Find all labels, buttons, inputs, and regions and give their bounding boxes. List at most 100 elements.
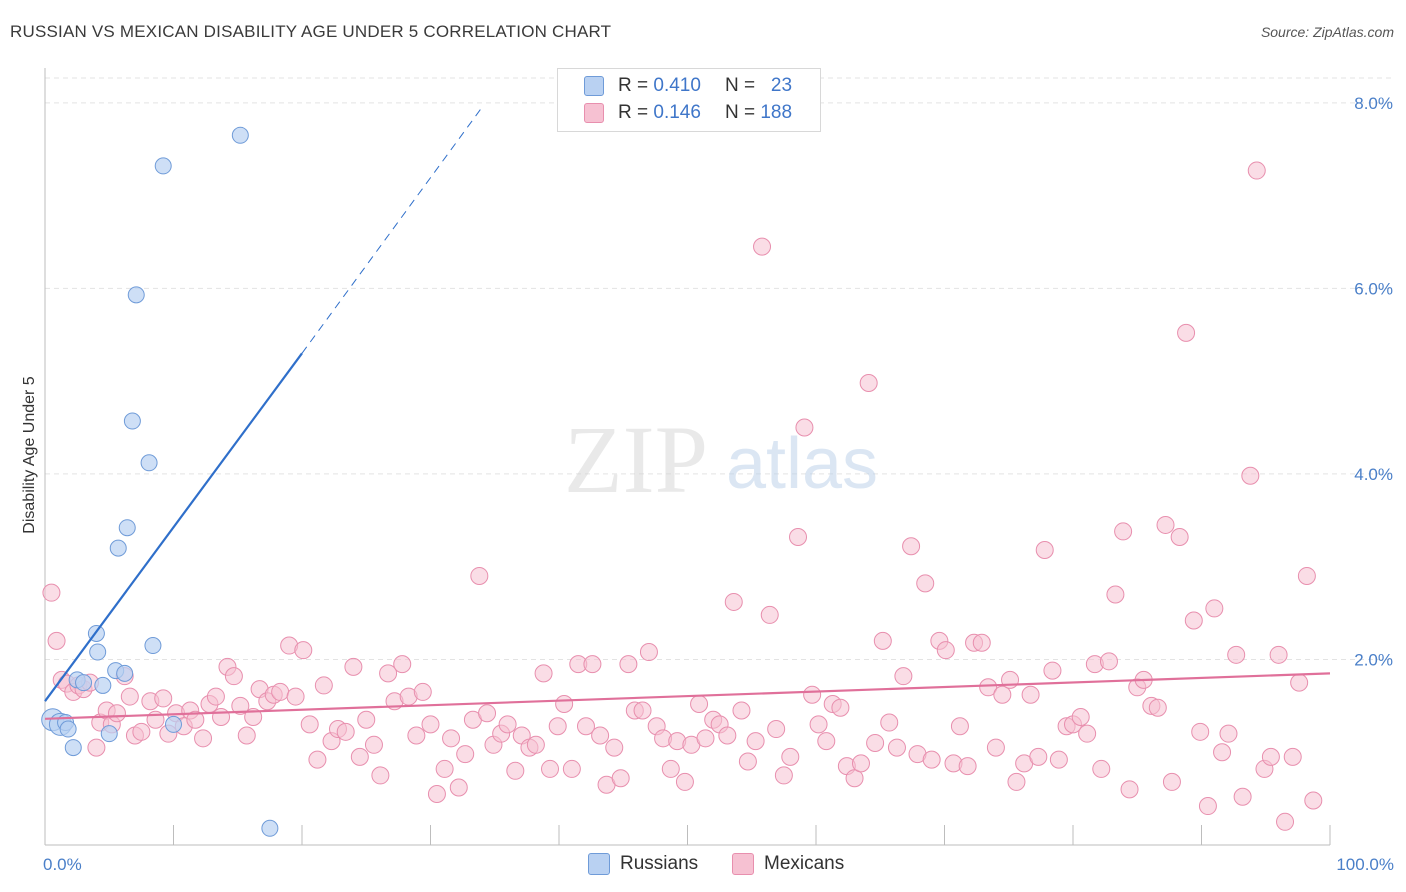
mexican-point — [936, 641, 955, 660]
legend-r-value-mexicans: 0.146 — [653, 102, 701, 123]
mexican-point — [958, 757, 977, 776]
russian-point — [64, 739, 82, 757]
mexican-point — [407, 726, 426, 745]
mexican-point — [859, 374, 878, 392]
mexicans-trend-line — [44, 672, 1331, 720]
mexican-point — [344, 657, 363, 676]
mexican-point — [1106, 585, 1125, 604]
mexican-point — [470, 566, 489, 585]
mexican-point — [413, 682, 432, 701]
mexican-point — [107, 704, 126, 723]
russian-point — [261, 819, 279, 837]
mexican-point — [690, 694, 709, 713]
russian-point — [59, 720, 77, 738]
mexican-point — [866, 733, 885, 752]
mexican-point — [1043, 661, 1062, 680]
correlation-legend: R = 0.410 N = 23 R = 0.146 N = 188 — [557, 68, 821, 132]
russian-point — [94, 676, 112, 694]
mexican-point — [1241, 466, 1260, 485]
y-tick-labels: 2.0% 4.0% 6.0% 8.0% — [1354, 94, 1393, 670]
mexican-point — [442, 729, 461, 748]
mexican-point — [541, 759, 560, 778]
russian-point — [89, 643, 107, 661]
y-axis-label: Disability Age Under 5 — [21, 376, 38, 534]
mexican-point — [1071, 707, 1090, 726]
legend-row-russians: R = 0.410 N = 23 — [584, 73, 792, 99]
mexican-point — [887, 738, 906, 757]
y-tick-label: 8.0% — [1354, 94, 1393, 113]
bottom-legend-swatch-mexicans — [732, 853, 754, 875]
mexican-point — [427, 784, 446, 803]
mexican-point — [851, 754, 870, 773]
mexican-point — [1276, 812, 1295, 831]
mexican-point — [1099, 652, 1118, 671]
mexican-point — [696, 729, 715, 748]
mexican-point — [760, 605, 779, 624]
mexican-point — [986, 738, 1005, 757]
legend-n-label: N = — [724, 102, 756, 123]
legend-n-label: N = — [724, 75, 756, 96]
mexican-point — [1198, 797, 1217, 816]
mexican-point — [393, 655, 412, 674]
mexican-point — [724, 592, 743, 611]
mexican-point — [1035, 540, 1054, 559]
russian-point — [109, 539, 127, 557]
mexican-point — [271, 682, 290, 701]
mexican-point — [746, 732, 765, 751]
mexican-point — [611, 769, 630, 788]
mexican-point — [498, 715, 517, 734]
mexican-point — [562, 759, 581, 778]
mexican-point — [421, 715, 440, 734]
legend-swatch-russians — [584, 76, 604, 96]
mexican-point — [817, 732, 836, 751]
mexican-point — [1029, 747, 1048, 766]
mexican-point — [993, 685, 1012, 704]
axes — [44, 68, 1331, 846]
mexican-point — [1177, 323, 1196, 342]
y-tick-label: 6.0% — [1354, 279, 1393, 298]
mexican-point — [308, 750, 327, 769]
russian-point — [140, 454, 158, 472]
mexican-point — [922, 750, 941, 769]
bottom-legend-mexicans: Mexicans — [732, 852, 844, 876]
mexican-point — [526, 735, 545, 754]
russian-point — [165, 715, 182, 733]
mexican-point — [449, 778, 468, 797]
mexican-point — [795, 418, 814, 437]
mexican-point — [1283, 747, 1302, 766]
chart-title: RUSSIAN VS MEXICAN DISABILITY AGE UNDER … — [10, 22, 612, 41]
mexican-point — [845, 769, 864, 788]
mexican-point — [212, 707, 231, 726]
mexican-point — [591, 726, 610, 745]
mexican-point — [1247, 161, 1266, 180]
mexican-point — [1304, 791, 1323, 810]
mexican-point — [576, 717, 595, 736]
mexican-point — [1049, 750, 1068, 769]
mexican-point — [774, 766, 793, 785]
mexican-point — [154, 689, 173, 708]
mexican-point — [1213, 743, 1232, 762]
x-tick-label-min: 0.0% — [43, 855, 82, 874]
mexican-point — [950, 717, 969, 736]
mexican-point — [633, 701, 652, 720]
mexican-point — [194, 729, 213, 748]
y-tick-label: 4.0% — [1354, 465, 1393, 484]
mexican-point — [548, 717, 567, 736]
mexican-point — [873, 631, 892, 650]
mexican-point — [506, 761, 525, 780]
mexican-point — [300, 715, 319, 734]
mexican-point — [231, 696, 250, 715]
mexican-point — [583, 655, 602, 674]
watermark-zip: ZIP — [564, 406, 708, 513]
legend-n-value-mexicans: 188 — [760, 102, 793, 123]
mexican-point — [456, 745, 475, 764]
y-tick-label: 2.0% — [1354, 650, 1393, 669]
mexican-point — [286, 687, 305, 706]
mexican-point — [1261, 747, 1280, 766]
mexican-point — [1120, 780, 1139, 799]
mexican-point — [224, 667, 243, 686]
russian-point — [123, 412, 141, 430]
mexican-point — [781, 747, 800, 766]
mexican-point — [789, 528, 808, 546]
watermark-atlas: atlas — [726, 424, 878, 504]
